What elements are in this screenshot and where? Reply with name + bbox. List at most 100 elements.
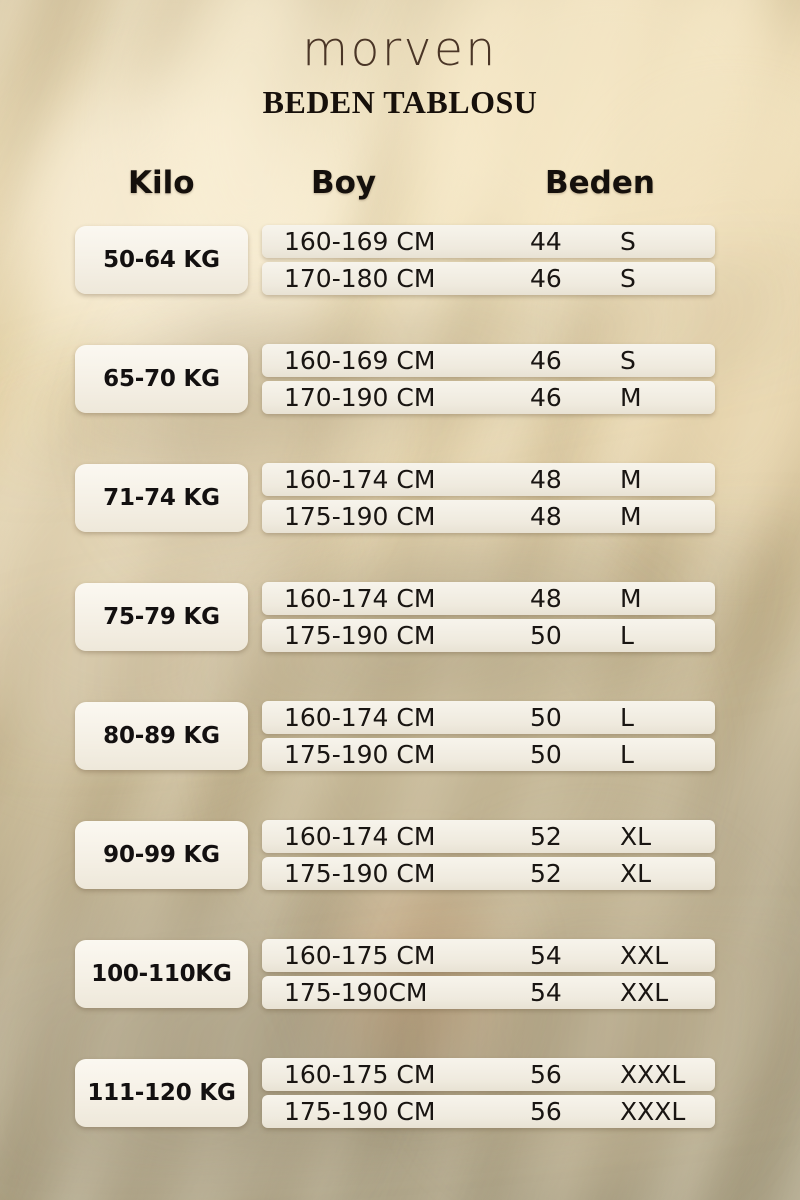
size-group: 65-70 KG 160-169 CM 46 S 170-190 CM 46 M	[0, 344, 800, 421]
height-value: 160-174 CM	[284, 703, 436, 732]
column-header-weight: Kilo	[128, 165, 195, 201]
column-header-size: Beden	[545, 165, 655, 201]
letter-size-value: XXL	[620, 978, 669, 1007]
numeric-size-value: 48	[530, 465, 562, 494]
letter-size-value: M	[620, 383, 642, 412]
height-value: 160-174 CM	[284, 465, 436, 494]
weight-range-pill: 100-110KG	[75, 940, 248, 1008]
weight-range-label: 65-70 KG	[103, 366, 220, 392]
height-value: 160-174 CM	[284, 584, 436, 613]
numeric-size-value: 52	[530, 822, 562, 851]
height-value: 160-169 CM	[284, 346, 436, 375]
numeric-size-value: 46	[530, 346, 562, 375]
weight-range-pill: 111-120 KG	[75, 1059, 248, 1127]
numeric-size-value: 56	[530, 1097, 562, 1126]
letter-size-value: L	[620, 703, 634, 732]
table-row: 175-190 CM 50 L	[262, 738, 715, 771]
size-rows: 160-174 CM 50 L 175-190 CM 50 L	[262, 701, 715, 771]
numeric-size-value: 50	[530, 703, 562, 732]
table-row: 160-175 CM 54 XXL	[262, 939, 715, 972]
size-rows: 160-174 CM 52 XL 175-190 CM 52 XL	[262, 820, 715, 890]
size-group: 50-64 KG 160-169 CM 44 S 170-180 CM 46 S	[0, 225, 800, 302]
weight-range-label: 80-89 KG	[103, 723, 220, 749]
height-value: 175-190 CM	[284, 621, 436, 650]
table-row: 160-174 CM 48 M	[262, 582, 715, 615]
table-row: 160-169 CM 46 S	[262, 344, 715, 377]
weight-range-pill: 75-79 KG	[75, 583, 248, 651]
column-header-height: Boy	[311, 165, 377, 201]
table-row: 175-190 CM 56 XXXL	[262, 1095, 715, 1128]
brand-logo: morven	[302, 22, 498, 77]
weight-range-pill: 71-74 KG	[75, 464, 248, 532]
numeric-size-value: 48	[530, 584, 562, 613]
weight-range-label: 50-64 KG	[103, 247, 220, 273]
numeric-size-value: 46	[530, 383, 562, 412]
letter-size-value: M	[620, 502, 642, 531]
numeric-size-value: 52	[530, 859, 562, 888]
size-group: 100-110KG 160-175 CM 54 XXL 175-190CM 54…	[0, 939, 800, 1016]
numeric-size-value: 50	[530, 740, 562, 769]
table-row: 170-180 CM 46 S	[262, 262, 715, 295]
size-group: 90-99 KG 160-174 CM 52 XL 175-190 CM 52 …	[0, 820, 800, 897]
letter-size-value: S	[620, 227, 636, 256]
numeric-size-value: 54	[530, 978, 562, 1007]
letter-size-value: M	[620, 465, 642, 494]
size-rows: 160-175 CM 54 XXL 175-190CM 54 XXL	[262, 939, 715, 1009]
column-header-row: Kilo Boy Beden	[0, 164, 800, 208]
table-row: 175-190 CM 48 M	[262, 500, 715, 533]
numeric-size-value: 50	[530, 621, 562, 650]
letter-size-value: S	[620, 346, 636, 375]
size-rows: 160-174 CM 48 M 175-190 CM 50 L	[262, 582, 715, 652]
table-row: 160-174 CM 48 M	[262, 463, 715, 496]
letter-size-value: XXXL	[620, 1097, 686, 1126]
weight-range-label: 111-120 KG	[87, 1080, 236, 1106]
height-value: 160-174 CM	[284, 822, 436, 851]
weight-range-pill: 90-99 KG	[75, 821, 248, 889]
numeric-size-value: 44	[530, 227, 562, 256]
size-group: 111-120 KG 160-175 CM 56 XXXL 175-190 CM…	[0, 1058, 800, 1135]
letter-size-value: S	[620, 264, 636, 293]
weight-range-label: 75-79 KG	[103, 604, 220, 630]
size-group: 71-74 KG 160-174 CM 48 M 175-190 CM 48 M	[0, 463, 800, 540]
height-value: 175-190 CM	[284, 740, 436, 769]
table-row: 160-174 CM 50 L	[262, 701, 715, 734]
weight-range-pill: 50-64 KG	[75, 226, 248, 294]
letter-size-value: L	[620, 740, 634, 769]
table-row: 170-190 CM 46 M	[262, 381, 715, 414]
weight-range-label: 90-99 KG	[103, 842, 220, 868]
size-rows: 160-169 CM 46 S 170-190 CM 46 M	[262, 344, 715, 414]
letter-size-value: XXL	[620, 941, 669, 970]
weight-range-label: 71-74 KG	[103, 485, 220, 511]
numeric-size-value: 46	[530, 264, 562, 293]
weight-range-pill: 65-70 KG	[75, 345, 248, 413]
height-value: 160-175 CM	[284, 1060, 436, 1089]
numeric-size-value: 54	[530, 941, 562, 970]
letter-size-value: XL	[620, 859, 652, 888]
size-rows: 160-169 CM 44 S 170-180 CM 46 S	[262, 225, 715, 295]
table-row: 160-174 CM 52 XL	[262, 820, 715, 853]
letter-size-value: XXXL	[620, 1060, 686, 1089]
height-value: 175-190 CM	[284, 1097, 436, 1126]
height-value: 175-190CM	[284, 978, 428, 1007]
height-value: 175-190 CM	[284, 502, 436, 531]
numeric-size-value: 48	[530, 502, 562, 531]
height-value: 170-190 CM	[284, 383, 436, 412]
height-value: 160-175 CM	[284, 941, 436, 970]
letter-size-value: L	[620, 621, 634, 650]
table-row: 175-190 CM 50 L	[262, 619, 715, 652]
table-row: 160-175 CM 56 XXXL	[262, 1058, 715, 1091]
height-value: 160-169 CM	[284, 227, 436, 256]
size-group: 80-89 KG 160-174 CM 50 L 175-190 CM 50 L	[0, 701, 800, 778]
size-rows: 160-175 CM 56 XXXL 175-190 CM 56 XXXL	[262, 1058, 715, 1128]
letter-size-value: M	[620, 584, 642, 613]
size-group: 75-79 KG 160-174 CM 48 M 175-190 CM 50 L	[0, 582, 800, 659]
weight-range-label: 100-110KG	[91, 961, 232, 987]
weight-range-pill: 80-89 KG	[75, 702, 248, 770]
table-row: 160-169 CM 44 S	[262, 225, 715, 258]
height-value: 175-190 CM	[284, 859, 436, 888]
table-row: 175-190 CM 52 XL	[262, 857, 715, 890]
numeric-size-value: 56	[530, 1060, 562, 1089]
height-value: 170-180 CM	[284, 264, 436, 293]
